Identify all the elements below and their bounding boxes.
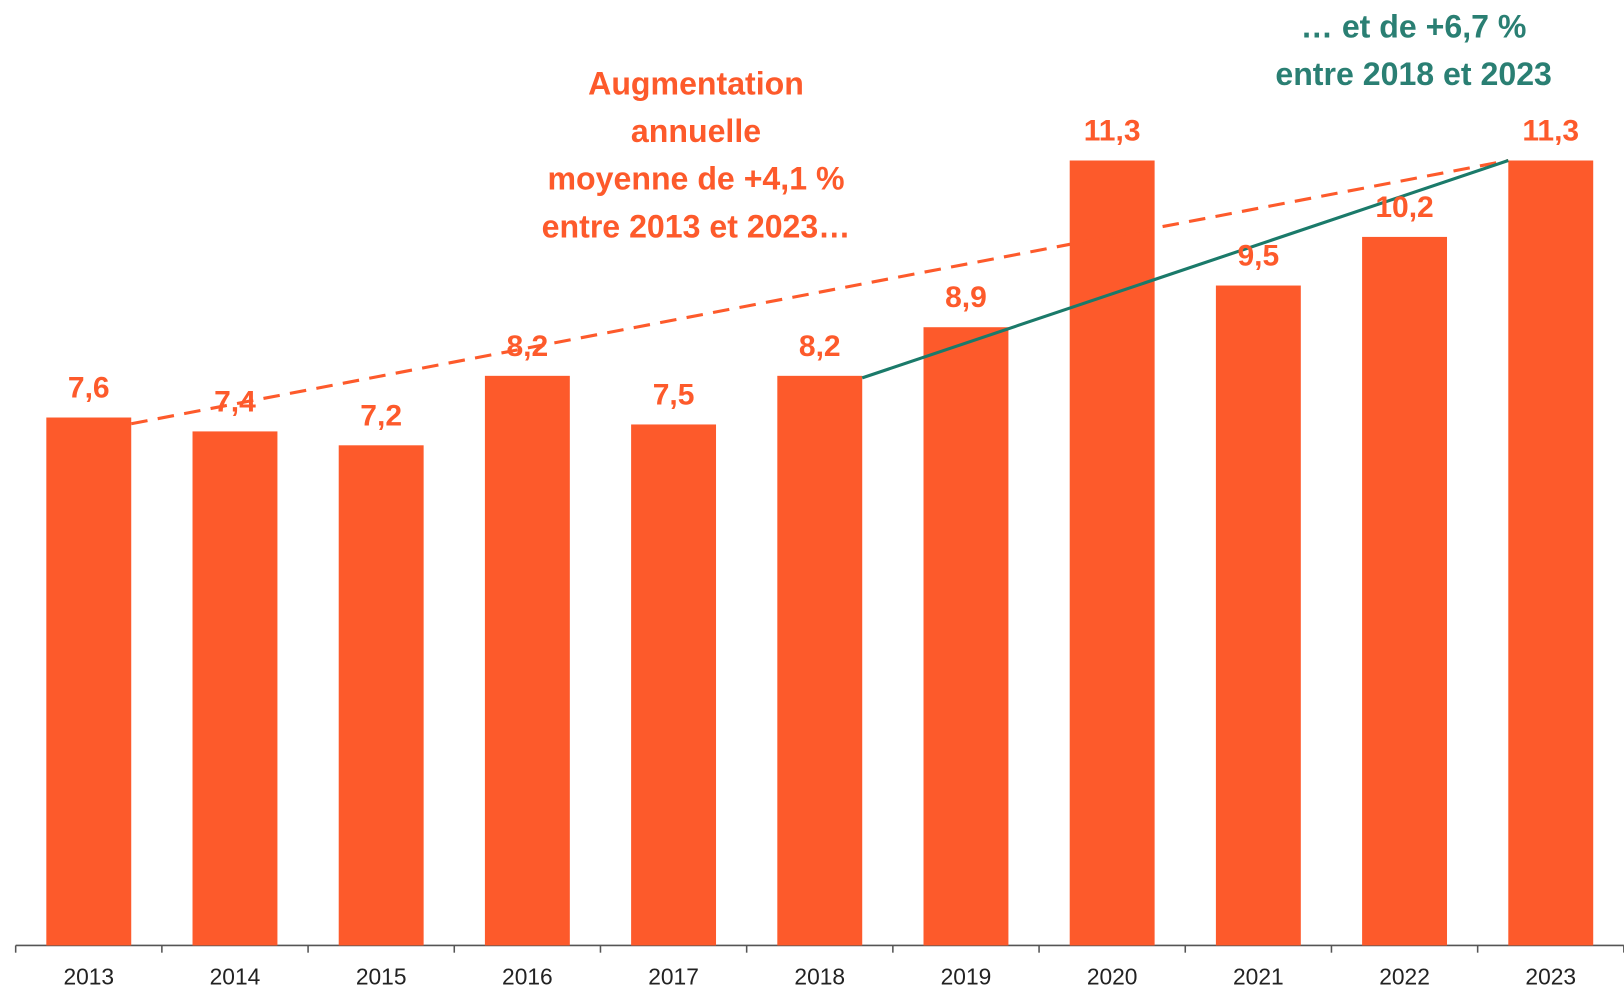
data-label: 10,2 [1375,191,1433,224]
x-tick-label: 2022 [1379,964,1430,990]
data-label: 7,2 [360,399,402,432]
bar [484,375,570,946]
bar [923,327,1009,946]
data-label: 8,2 [799,330,841,363]
annotation: entre 2013 et 2023… [542,208,851,244]
data-label: 7,4 [214,385,256,418]
annotation: moyenne de +4,1 % [548,161,845,197]
bar [1508,160,1594,946]
bar [1215,285,1301,946]
annotation: … et de +6,7 % [1301,8,1527,44]
data-label: 7,6 [68,371,110,404]
annotation: entre 2018 et 2023 [1275,56,1552,92]
x-tick-label: 2019 [941,964,992,990]
data-label: 7,5 [653,378,695,411]
x-tick-label: 2016 [502,964,553,990]
data-label: 11,3 [1522,114,1579,147]
trend-line [861,159,1509,380]
x-tick-label: 2021 [1233,964,1284,990]
bar [1069,160,1155,946]
data-label: 8,2 [507,330,549,363]
x-tick-label: 2014 [210,964,261,990]
data-label: 9,5 [1237,240,1279,273]
trend-line [130,158,1509,426]
x-tick-label: 2015 [356,964,407,990]
annotation: Augmentation [588,65,804,101]
bar [631,424,717,946]
data-label: 8,9 [945,281,987,314]
bar [1362,236,1448,946]
bar [777,375,863,946]
x-tick-label: 2020 [1087,964,1138,990]
bar [192,431,278,946]
bar [46,417,132,946]
x-tick-label: 2023 [1525,964,1576,990]
data-label: 11,3 [1084,114,1141,147]
x-tick-label: 2018 [794,964,845,990]
bar [338,445,424,946]
x-tick-label: 2013 [63,964,114,990]
annotation: annuelle [631,113,761,149]
x-tick-label: 2017 [648,964,699,990]
